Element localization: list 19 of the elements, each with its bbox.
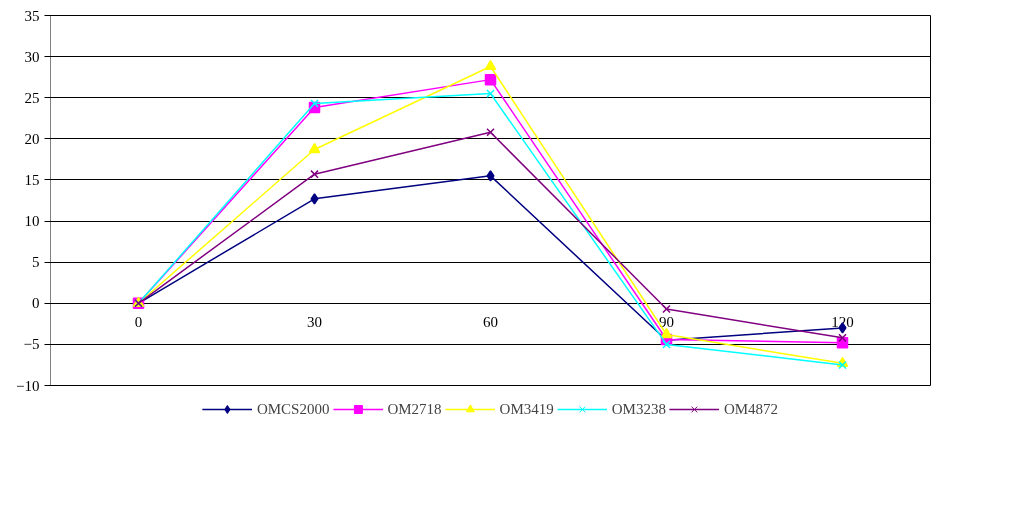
y-tick-label: 0 bbox=[32, 295, 40, 312]
x-tick-label: 0 bbox=[134, 314, 143, 331]
x-tick-label: 90 bbox=[659, 314, 674, 331]
y-tick-label: 35 bbox=[24, 7, 40, 24]
legend-label: OMCS2000 bbox=[256, 400, 330, 418]
y-tick-label: 25 bbox=[24, 89, 40, 106]
x-tick-label: 60 bbox=[483, 314, 498, 331]
y-tick-label: 30 bbox=[24, 48, 40, 65]
y-tick-label: 5 bbox=[32, 254, 40, 271]
y-tick-label: 20 bbox=[24, 130, 40, 147]
x-tick-label: 30 bbox=[307, 314, 322, 331]
y-tick-label: −10 bbox=[16, 377, 40, 394]
y-tick-label: −5 bbox=[23, 336, 40, 353]
legend-label: OM3238 bbox=[611, 400, 666, 418]
y-tick-label: 10 bbox=[24, 213, 40, 230]
legend-label: OM2718 bbox=[387, 400, 442, 418]
y-tick-label: 15 bbox=[24, 171, 40, 188]
legend-label: OM3419 bbox=[499, 400, 554, 418]
legend-label: OM4872 bbox=[723, 400, 779, 418]
